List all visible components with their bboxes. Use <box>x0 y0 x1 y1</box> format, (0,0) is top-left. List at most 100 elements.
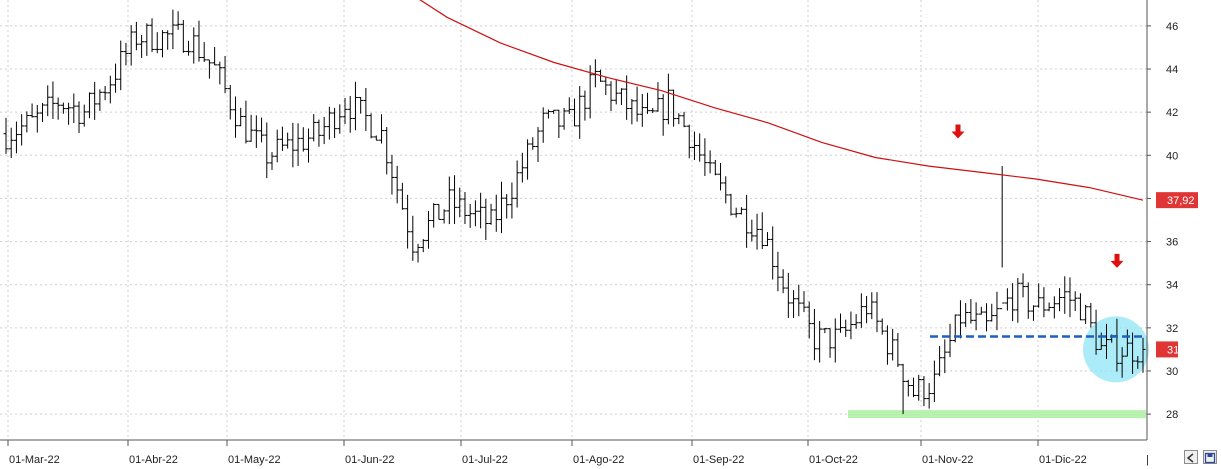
ohlc-bar <box>801 291 807 313</box>
ohlc-bar <box>40 102 46 122</box>
ohlc-bar <box>478 192 484 229</box>
ohlc-bar <box>733 207 739 218</box>
ohlc-bar <box>947 323 953 358</box>
ohlc-bar <box>457 187 463 218</box>
ohlc-bar <box>796 284 802 317</box>
ohlc-bar <box>118 40 124 91</box>
ohlc-bar <box>399 182 405 210</box>
ohlc-bar <box>827 328 833 358</box>
ohlc-bar <box>937 345 943 377</box>
ohlc-bar <box>764 232 770 247</box>
y-axis-labels: 28303234363840424446 <box>1147 21 1178 421</box>
ohlc-bar <box>217 61 223 85</box>
ohlc-bar <box>269 152 275 170</box>
ohlc-bar <box>274 129 280 163</box>
x-tick-label: 01-Oct-22 <box>809 454 858 466</box>
ohlc-bar <box>306 128 312 163</box>
ohlc-bar <box>227 85 233 120</box>
ohlc-bar <box>34 105 40 133</box>
ohlc-bar <box>770 226 776 280</box>
ohlc-bar <box>843 319 849 337</box>
ohlc-bar <box>754 213 760 250</box>
ohlc-bar <box>8 127 14 159</box>
down-arrow-icon <box>1110 253 1124 268</box>
y-tick-label: 44 <box>1166 64 1178 76</box>
ohlc-bar <box>285 132 291 149</box>
y-tick-label: 32 <box>1166 323 1178 335</box>
chevron-left-icon <box>1186 453 1194 463</box>
ohlc-bar <box>144 23 150 56</box>
ohlc-bar <box>681 111 687 128</box>
ohlc-bar <box>1119 347 1125 378</box>
ohlc-bar <box>410 215 416 261</box>
ohlc-bar <box>577 86 583 139</box>
ohlc-bar <box>420 239 426 253</box>
annotation-arrows <box>951 124 1124 268</box>
ohlc-bar <box>1124 329 1130 357</box>
ohlc-bar <box>113 63 119 93</box>
ohlc-bar <box>102 86 108 101</box>
ohlc-bar <box>384 127 390 175</box>
ohlc-bar <box>55 97 61 120</box>
ohlc-bar <box>535 127 541 163</box>
ohlc-bar <box>551 109 557 114</box>
ohlc-bar <box>405 194 411 249</box>
ohlc-bar <box>989 303 995 322</box>
ohlc-bar <box>415 243 421 263</box>
x-tick-label: 01-Abr-22 <box>129 454 178 466</box>
ohlc-bar <box>869 292 875 320</box>
ohlc-bar <box>968 299 974 324</box>
ohlc-bar <box>973 302 979 331</box>
scroll-left-button[interactable] <box>1184 450 1198 464</box>
ohlc-bar <box>519 152 525 183</box>
ma-price-tag-label: 37,92 <box>1167 195 1195 207</box>
down-arrow-icon <box>951 124 965 139</box>
ohlc-bar <box>582 90 588 121</box>
scroll-marker: | <box>1146 454 1149 466</box>
y-tick-label: 42 <box>1166 107 1178 119</box>
ohlc-bar <box>462 192 468 224</box>
ohlc-bar <box>159 30 165 58</box>
ohlc-bar <box>608 81 614 111</box>
ohlc-bar <box>952 314 958 343</box>
ohlc-bar <box>905 379 911 397</box>
y-tick-label: 40 <box>1166 150 1178 162</box>
ohlc-bar <box>556 109 562 138</box>
ohlc-bar <box>613 79 619 105</box>
save-button[interactable] <box>1203 450 1217 464</box>
ohlc-bar <box>874 292 880 333</box>
ohlc-bar <box>738 207 744 215</box>
ohlc-bar <box>624 75 630 120</box>
ohlc-bar <box>180 20 186 53</box>
ohlc-bar <box>66 102 72 125</box>
ohlc-bar <box>634 86 640 122</box>
ohlc-bar <box>618 88 624 106</box>
ohlc-bar <box>332 107 338 138</box>
ohlc-bar <box>879 318 885 335</box>
ohlc-bar <box>744 194 750 248</box>
ohlc-bar <box>832 318 838 363</box>
ohlc-bar <box>890 328 896 361</box>
ohlc-bar <box>561 107 567 130</box>
ohlc-bar <box>196 20 202 62</box>
ohlc-bar <box>723 176 729 204</box>
ohlc-bar <box>718 163 724 191</box>
ma-price-tag <box>1156 192 1198 209</box>
ohlc-bar <box>1103 323 1109 359</box>
support-band <box>848 410 1146 419</box>
ohlc-bar <box>572 98 577 127</box>
ohlc-bar <box>639 93 645 127</box>
ohlc-bar <box>1020 273 1026 298</box>
ohlc-bar <box>994 291 1000 331</box>
ohlc-bar <box>71 93 77 123</box>
ohlc-bar <box>342 97 348 125</box>
ohlc-bar <box>165 30 171 50</box>
ohlc-bar <box>702 138 708 176</box>
ohlc-bar <box>691 131 697 161</box>
ohlc-bar <box>884 325 890 365</box>
ohlc-bar <box>707 150 713 174</box>
ohlc-bar <box>697 133 703 162</box>
ohlc-bar <box>170 9 176 50</box>
ohlc-bar <box>436 203 442 220</box>
ohlc-bar <box>212 46 218 66</box>
